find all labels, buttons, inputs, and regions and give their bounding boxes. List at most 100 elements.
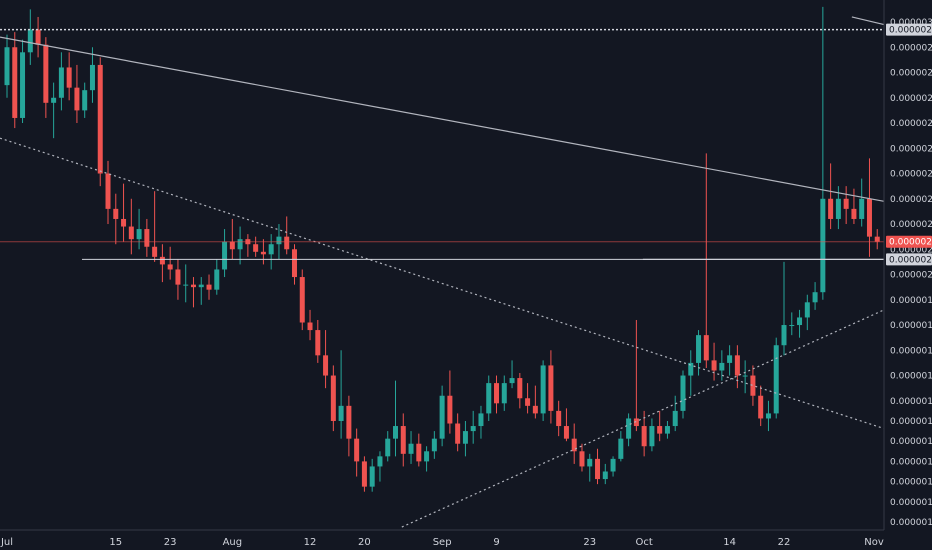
candle[interactable] — [183, 264, 189, 303]
candle[interactable] — [66, 52, 72, 101]
candle[interactable] — [43, 37, 49, 118]
candle[interactable] — [797, 309, 803, 338]
candle[interactable] — [424, 446, 430, 472]
candle[interactable] — [556, 400, 562, 437]
price-axis[interactable]: 0.00000300 0.00000290 0.00000280 0.00000270… — [883, 0, 932, 550]
candle[interactable] — [571, 423, 577, 464]
candle[interactable] — [431, 431, 437, 459]
candle[interactable] — [820, 6, 826, 300]
candle[interactable] — [206, 274, 212, 300]
candle[interactable] — [198, 277, 204, 305]
candle[interactable] — [447, 370, 453, 434]
candle[interactable] — [781, 261, 787, 356]
candle[interactable] — [82, 82, 88, 118]
candle[interactable] — [501, 375, 507, 411]
candle[interactable] — [346, 395, 352, 457]
candle[interactable] — [416, 433, 422, 467]
candle[interactable] — [672, 395, 678, 432]
candle[interactable] — [657, 410, 663, 442]
candle[interactable] — [369, 458, 375, 492]
candle[interactable] — [765, 400, 771, 432]
candle[interactable] — [517, 373, 523, 409]
candle[interactable] — [307, 309, 313, 341]
candle[interactable] — [866, 158, 872, 257]
candle[interactable] — [113, 193, 119, 245]
candle[interactable] — [354, 428, 360, 477]
candle[interactable] — [455, 413, 461, 452]
candle[interactable] — [144, 218, 150, 257]
candle[interactable] — [315, 319, 321, 363]
candle[interactable] — [804, 294, 810, 331]
candle[interactable] — [58, 52, 64, 111]
candle[interactable] — [750, 365, 756, 406]
candle[interactable] — [664, 420, 670, 439]
candle[interactable] — [563, 408, 569, 442]
candle[interactable] — [338, 350, 344, 439]
candle[interactable] — [167, 246, 173, 280]
candle[interactable] — [74, 64, 80, 124]
candle[interactable] — [299, 269, 305, 331]
price-marker-label[interactable]: 0.00000206 — [886, 253, 932, 265]
candle[interactable] — [229, 218, 235, 260]
candle[interactable] — [89, 47, 95, 103]
candle[interactable] — [159, 244, 165, 283]
candle[interactable] — [742, 360, 748, 394]
candle[interactable] — [20, 39, 26, 124]
candle[interactable] — [610, 456, 616, 477]
candle[interactable] — [323, 330, 329, 389]
candle[interactable] — [773, 337, 779, 419]
candle[interactable] — [843, 186, 849, 225]
candle[interactable] — [688, 350, 694, 396]
candle[interactable] — [51, 82, 57, 139]
candle[interactable] — [175, 259, 181, 300]
candle[interactable] — [595, 448, 601, 485]
candle[interactable] — [268, 234, 274, 270]
candle[interactable] — [4, 34, 10, 98]
candle[interactable] — [385, 431, 391, 462]
time-axis[interactable]: Jul 15 23 Aug 12 20 Sep 9 23 Oct 14 22 Nov — [0, 529, 884, 548]
candle[interactable] — [711, 342, 717, 381]
candle[interactable] — [12, 32, 18, 129]
candle[interactable] — [626, 413, 632, 447]
candle[interactable] — [214, 259, 220, 295]
candle[interactable] — [727, 345, 733, 376]
candle[interactable] — [859, 178, 865, 227]
candle[interactable] — [532, 385, 538, 419]
candle[interactable] — [486, 375, 492, 421]
candle[interactable] — [525, 383, 531, 414]
candle[interactable] — [851, 188, 857, 225]
candle[interactable] — [237, 226, 243, 265]
candle[interactable] — [602, 463, 608, 485]
candle[interactable] — [330, 365, 336, 432]
price-marker-label[interactable]: 0.00000213 — [886, 235, 932, 248]
candle[interactable] — [812, 282, 818, 310]
candle[interactable] — [377, 451, 383, 482]
candle[interactable] — [478, 405, 484, 439]
candle[interactable] — [260, 239, 266, 265]
candle[interactable] — [253, 236, 259, 257]
price-marker-label[interactable]: 0.00000297 — [886, 23, 932, 36]
candle[interactable] — [540, 360, 546, 421]
candle[interactable] — [27, 9, 33, 65]
candle[interactable] — [152, 191, 158, 262]
candle[interactable] — [136, 208, 142, 250]
candle[interactable] — [128, 198, 134, 255]
candle[interactable] — [462, 420, 468, 457]
candle[interactable] — [509, 360, 515, 389]
candle[interactable] — [361, 456, 367, 492]
candle[interactable] — [439, 385, 445, 447]
candle[interactable] — [703, 153, 709, 368]
candle[interactable] — [393, 380, 398, 457]
candle[interactable] — [633, 319, 639, 432]
trendline[interactable] — [851, 16, 885, 26]
candle[interactable] — [222, 229, 228, 278]
candle[interactable] — [587, 453, 593, 482]
candle[interactable] — [470, 410, 476, 444]
candle[interactable] — [105, 160, 111, 225]
candle[interactable] — [828, 163, 834, 230]
candle[interactable] — [494, 375, 500, 414]
trendline[interactable] — [0, 137, 885, 430]
candle[interactable] — [400, 413, 406, 467]
trendline[interactable] — [401, 309, 885, 528]
